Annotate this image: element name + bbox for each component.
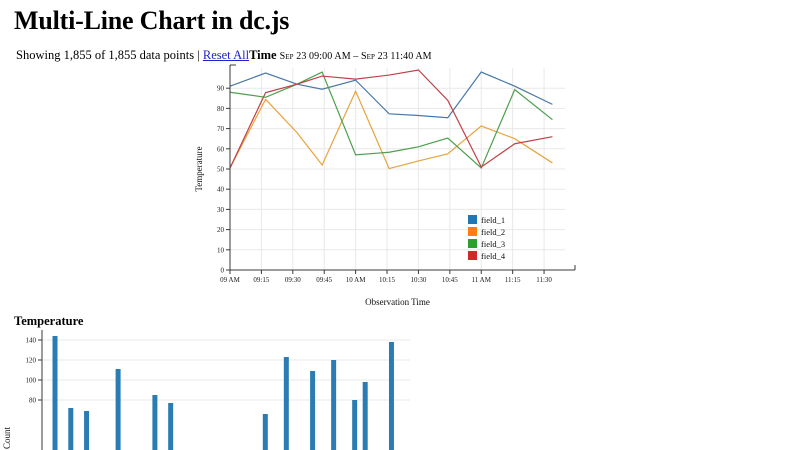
- y-tick-label: 30: [217, 206, 225, 214]
- bar[interactable]: [388, 342, 394, 450]
- y-tick-label: 120: [26, 357, 37, 365]
- bar[interactable]: [52, 336, 58, 450]
- bar[interactable]: [262, 414, 268, 450]
- bar[interactable]: [84, 411, 90, 450]
- y-tick-label: 10: [217, 246, 225, 254]
- bar[interactable]: [168, 403, 174, 450]
- legend-swatch-field_3[interactable]: [468, 239, 477, 248]
- legend-label-field_4[interactable]: field_4: [481, 251, 506, 261]
- bar[interactable]: [152, 395, 158, 450]
- line-series-field_3[interactable]: [229, 71, 553, 169]
- x-tick-label: 10 AM: [346, 276, 366, 284]
- x-tick-label: 10:15: [379, 276, 395, 284]
- x-tick-label: 11:15: [505, 276, 521, 284]
- line-chart[interactable]: 0 10 20 30 40 50 60 70 80 90 09 AM 09:15 09:30 09:45 1…: [190, 60, 590, 310]
- bar[interactable]: [115, 369, 121, 450]
- y-tick-label: 40: [217, 186, 225, 194]
- x-tick-label: 09 AM: [220, 276, 240, 284]
- data-point-count: Showing 1,855 of 1,855 data points |: [16, 48, 200, 62]
- status-line: Showing 1,855 of 1,855 data points | Res…: [16, 48, 432, 64]
- y-tick-label: 50: [217, 166, 225, 174]
- y-axis-title: Count: [2, 427, 12, 450]
- legend-swatch-field_4[interactable]: [468, 251, 477, 260]
- bar[interactable]: [68, 408, 74, 450]
- bar[interactable]: [310, 371, 316, 450]
- x-tick-label: 09:30: [285, 276, 301, 284]
- legend-swatch-field_1[interactable]: [468, 215, 477, 224]
- filter-value: Sep 23 09:00 AM – Sep 23 11:40 AM: [279, 51, 432, 62]
- y-axis-title: Temperature: [194, 146, 204, 191]
- y-tick-label: 100: [26, 377, 37, 385]
- filter-label: Time: [249, 48, 277, 62]
- line-series-field_1[interactable]: [229, 71, 553, 119]
- legend-label-field_2[interactable]: field_2: [481, 227, 505, 237]
- bar-chart-svg[interactable]: 80 100 120 140 Count: [0, 312, 420, 450]
- bar-chart-title: Temperature: [14, 314, 84, 328]
- y-tick-label: 140: [26, 337, 37, 345]
- y-tick-label: 80: [217, 105, 225, 113]
- line-series-field_2[interactable]: [229, 89, 553, 170]
- line-chart-svg[interactable]: 0 10 20 30 40 50 60 70 80 90 09 AM 09:15 09:30 09:45 1…: [190, 60, 590, 310]
- bar-chart[interactable]: Temperature 80 100 120 140 Count: [0, 312, 420, 450]
- x-tick-label: 09:15: [253, 276, 269, 284]
- reset-all-link[interactable]: Reset All: [202, 48, 250, 62]
- page-title: Multi-Line Chart in dc.js: [14, 6, 290, 35]
- x-tick-label: 11 AM: [472, 276, 492, 284]
- x-tick-label: 10:45: [442, 276, 458, 284]
- legend-label-field_1[interactable]: field_1: [481, 215, 505, 225]
- x-tick-label: 10:30: [410, 276, 426, 284]
- bar[interactable]: [283, 357, 289, 450]
- y-tick-label: 80: [29, 397, 37, 405]
- x-axis-title: Observation Time: [365, 297, 430, 307]
- y-tick-label: 90: [217, 85, 225, 93]
- line-series-field_4[interactable]: [229, 69, 553, 169]
- y-tick-label: 60: [217, 145, 225, 153]
- x-tick-label: 09:45: [316, 276, 332, 284]
- y-tick-label: 20: [217, 226, 225, 234]
- legend-swatch-field_2[interactable]: [468, 227, 477, 236]
- bar[interactable]: [331, 360, 337, 450]
- legend-label-field_3[interactable]: field_3: [481, 239, 505, 249]
- y-tick-label: 70: [217, 125, 225, 133]
- bar[interactable]: [352, 400, 358, 450]
- bar[interactable]: [362, 382, 368, 450]
- x-tick-label: 11:30: [536, 276, 552, 284]
- y-tick-label: 0: [221, 267, 225, 275]
